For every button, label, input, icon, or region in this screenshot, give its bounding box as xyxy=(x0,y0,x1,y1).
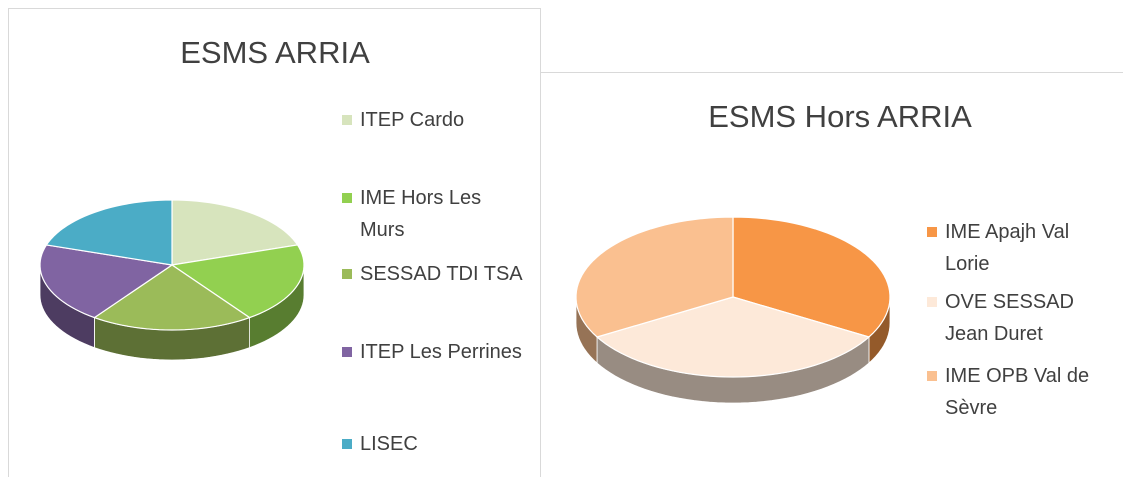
legend-swatch xyxy=(927,371,937,381)
legend-swatch xyxy=(342,269,352,279)
chart-title: ESMS Hors ARRIA xyxy=(708,99,972,134)
legend-item: IME OPB Val de Sèvre xyxy=(927,360,1110,424)
legend-swatch xyxy=(927,297,937,307)
pie-slice xyxy=(575,216,734,338)
pie-slice xyxy=(171,199,299,266)
legend-item: OVE SESSAD Jean Duret xyxy=(927,286,1110,350)
legend-item: IME Hors Les Murs xyxy=(342,182,525,246)
pie-slice xyxy=(39,244,174,319)
pie-slice xyxy=(170,244,305,319)
pie-slice xyxy=(93,264,251,331)
legend-item: ITEP Cardo xyxy=(342,104,525,136)
legend-swatch xyxy=(342,347,352,357)
legend-item: ITEP Les Perrines xyxy=(342,336,525,368)
legend-item: SESSAD TDI TSA xyxy=(342,258,525,290)
legend-swatch xyxy=(342,193,352,203)
legend-item: IME Apajh Val Lorie xyxy=(927,216,1110,280)
chart-title: ESMS ARRIA xyxy=(180,35,370,70)
legend-swatch xyxy=(342,115,352,125)
pie-slice xyxy=(45,199,173,266)
pie-slice xyxy=(732,216,891,338)
legend-swatch xyxy=(927,227,937,237)
legend-item: LISEC xyxy=(342,428,525,460)
legend-swatch xyxy=(342,439,352,449)
